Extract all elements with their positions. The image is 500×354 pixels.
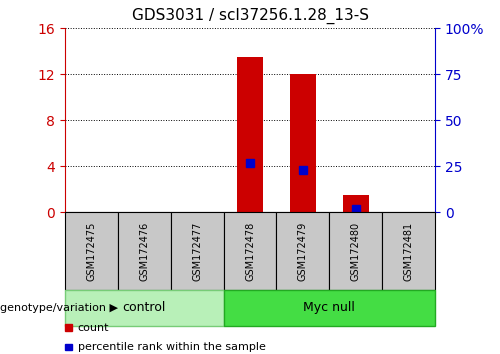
Bar — [65, 212, 118, 290]
Text: genotype/variation ▶: genotype/variation ▶ — [0, 303, 118, 313]
Bar — [224, 212, 276, 290]
Text: percentile rank within the sample: percentile rank within the sample — [78, 342, 266, 352]
Bar — [237, 57, 263, 212]
Bar — [170, 212, 224, 290]
Text: Myc null: Myc null — [304, 302, 355, 314]
Bar — [276, 212, 330, 290]
Bar — [290, 74, 316, 212]
Text: GSM172478: GSM172478 — [245, 222, 255, 281]
Text: GSM172480: GSM172480 — [350, 222, 360, 281]
Bar — [330, 212, 382, 290]
Bar — [65, 290, 224, 326]
Title: GDS3031 / scl37256.1.28_13-S: GDS3031 / scl37256.1.28_13-S — [132, 8, 368, 24]
Text: GSM172479: GSM172479 — [298, 222, 308, 281]
Text: GSM172476: GSM172476 — [140, 222, 149, 281]
Bar — [342, 195, 369, 212]
Bar — [382, 212, 435, 290]
Text: GSM172477: GSM172477 — [192, 222, 202, 281]
Text: control: control — [122, 302, 166, 314]
Bar — [118, 212, 171, 290]
Bar — [224, 290, 435, 326]
Text: count: count — [78, 323, 109, 333]
Text: GSM172481: GSM172481 — [404, 222, 413, 281]
Text: GSM172475: GSM172475 — [86, 222, 97, 281]
